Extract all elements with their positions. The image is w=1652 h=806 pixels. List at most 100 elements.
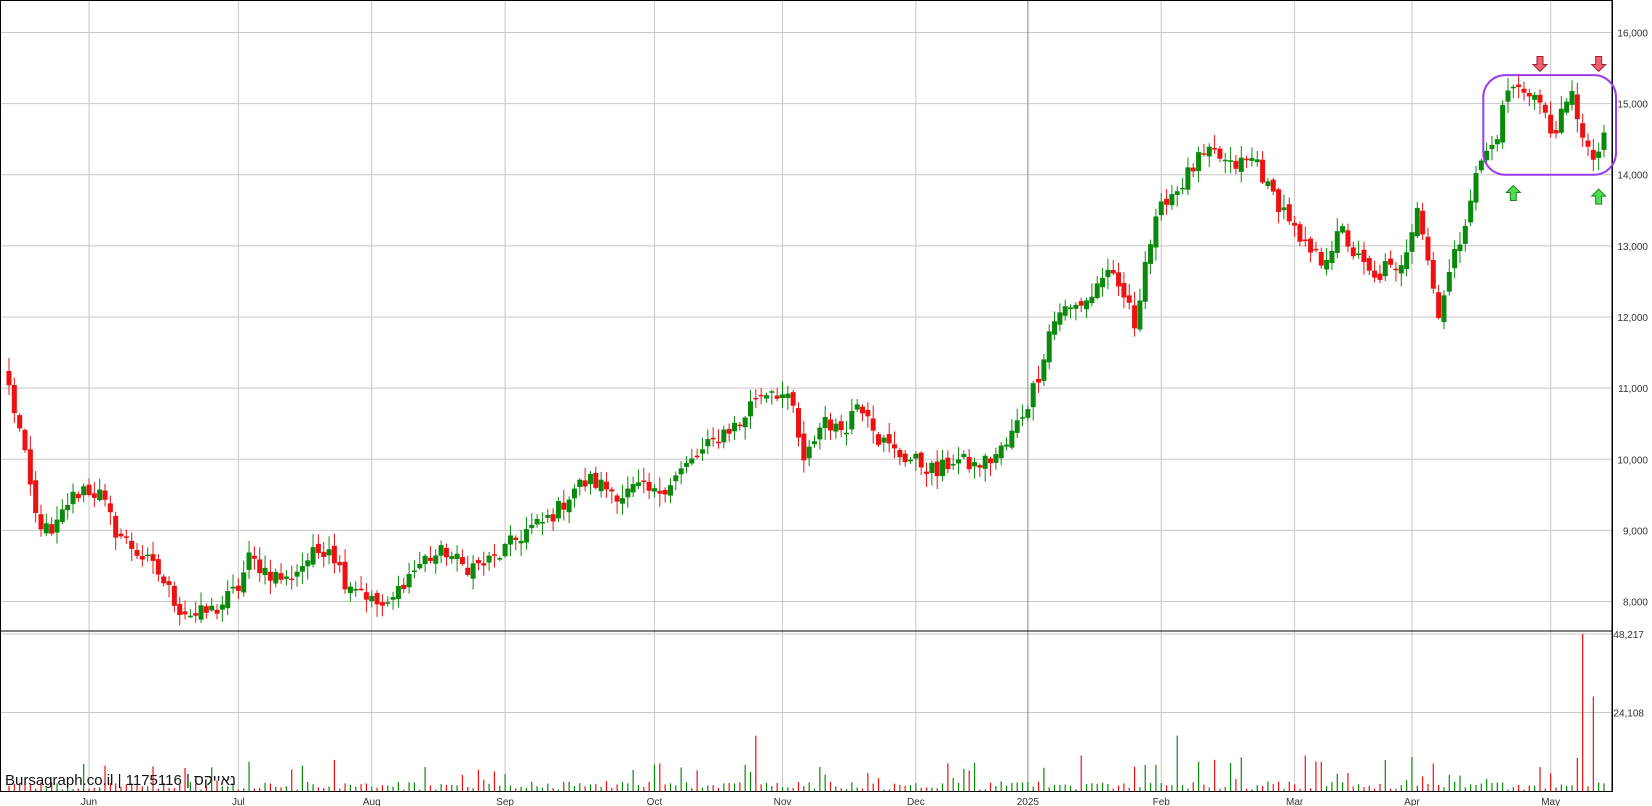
- candle: [1452, 240, 1458, 279]
- candle-body: [1238, 157, 1244, 172]
- candle: [1148, 239, 1154, 275]
- candle: [433, 549, 439, 574]
- candle-body: [769, 391, 775, 393]
- candle: [1457, 231, 1463, 263]
- candle-body: [731, 422, 737, 432]
- candle-body: [305, 560, 311, 567]
- candle: [769, 389, 775, 405]
- candle: [577, 478, 583, 496]
- candle-body: [289, 578, 295, 581]
- candle: [619, 484, 625, 515]
- up-arrow-icon: [1590, 188, 1607, 205]
- candle-body: [283, 576, 289, 579]
- candle-body: [1196, 152, 1202, 172]
- candle-body: [1590, 149, 1596, 160]
- candle-body: [993, 454, 999, 463]
- candle: [497, 556, 503, 562]
- candle: [91, 481, 97, 508]
- candle: [587, 471, 593, 495]
- candle: [566, 496, 572, 523]
- candle: [673, 471, 679, 491]
- candle-body: [129, 540, 135, 549]
- candle-body: [1068, 307, 1074, 310]
- candle-body: [758, 394, 764, 397]
- candle: [1057, 303, 1063, 332]
- candle-body: [1569, 90, 1575, 105]
- candle: [1356, 240, 1362, 259]
- candle-body: [1009, 430, 1015, 448]
- time-tick-label: May: [1541, 797, 1560, 806]
- candle: [683, 456, 689, 474]
- candle-body: [1446, 272, 1452, 292]
- candle-body: [897, 449, 903, 458]
- up-arrow-icon: [1505, 184, 1522, 202]
- candle: [305, 553, 311, 580]
- candle-body: [1500, 104, 1506, 143]
- candle-body: [1100, 277, 1106, 288]
- candle-body: [107, 503, 113, 513]
- candle: [1046, 324, 1052, 370]
- candle-body: [1249, 158, 1255, 161]
- price-tick-label: 9,000: [1623, 526, 1648, 537]
- candle: [331, 533, 337, 574]
- candle-body: [475, 560, 481, 564]
- candle: [892, 431, 898, 459]
- candle-body: [65, 504, 71, 511]
- candle-body: [1516, 84, 1522, 88]
- candle-body: [950, 463, 956, 466]
- candle-body: [582, 480, 588, 487]
- candle: [198, 592, 204, 623]
- candle: [273, 568, 279, 588]
- candle: [806, 439, 812, 467]
- candle-body: [1473, 173, 1479, 203]
- candle: [779, 381, 785, 409]
- candle-body: [385, 602, 391, 604]
- candle-body: [902, 453, 908, 463]
- candle: [358, 576, 364, 591]
- candle-body: [972, 462, 978, 467]
- candle: [742, 416, 748, 440]
- candle-body: [123, 536, 129, 538]
- candle-body: [369, 595, 375, 602]
- candle: [257, 547, 263, 582]
- candle-body: [182, 611, 188, 615]
- candle: [1206, 143, 1212, 168]
- candle: [561, 489, 567, 521]
- candle: [667, 478, 673, 504]
- candle: [881, 434, 887, 453]
- candle-body: [1553, 130, 1559, 134]
- price-tick-label: 13,000: [1617, 242, 1648, 253]
- candle: [427, 546, 433, 564]
- candle-body: [1318, 251, 1324, 266]
- candle: [107, 495, 113, 525]
- site-name[interactable]: Bursagraph.co.il: [5, 772, 114, 789]
- candle: [1468, 189, 1474, 227]
- candle-body: [908, 459, 914, 462]
- time-tick-label: Sep: [496, 797, 514, 806]
- candle: [801, 420, 807, 473]
- candle-body: [956, 459, 962, 464]
- candle: [1276, 187, 1282, 224]
- candle: [993, 447, 999, 470]
- candle: [1542, 102, 1548, 119]
- candle-body: [502, 543, 508, 557]
- candle: [390, 592, 396, 610]
- candle: [593, 466, 599, 490]
- candle-body: [379, 602, 385, 606]
- candle-body: [1121, 282, 1127, 298]
- candle-body: [934, 461, 940, 477]
- candle-body: [1601, 132, 1607, 150]
- candle: [177, 596, 183, 626]
- candle-body: [363, 592, 369, 600]
- candle: [1174, 186, 1180, 207]
- candle: [1014, 408, 1020, 438]
- candle-body: [1036, 378, 1042, 383]
- candle: [1473, 165, 1479, 211]
- candle: [1078, 297, 1084, 313]
- candle-body: [443, 547, 449, 558]
- candle-body: [646, 481, 652, 491]
- candle-body: [870, 418, 876, 431]
- candle: [1478, 158, 1484, 174]
- candle-body: [619, 498, 625, 504]
